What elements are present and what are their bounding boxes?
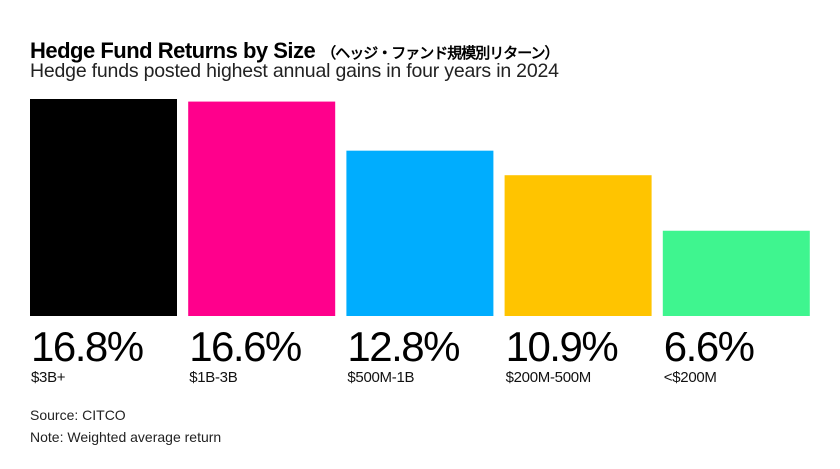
chart-subtitle: Hedge funds posted highest annual gains … xyxy=(30,60,559,82)
category-label-3: $200M-500M xyxy=(505,369,592,386)
source-note: Source: CITCO xyxy=(30,407,126,423)
value-label-3: 10.9% xyxy=(505,323,619,370)
bar-3 xyxy=(504,175,652,316)
category-label-2: $500M-1B xyxy=(347,369,415,386)
title-english: Hedge Fund Returns by Size xyxy=(30,38,316,63)
footnote: Note: Weighted average return xyxy=(30,429,222,445)
category-label-1: $1B-3B xyxy=(189,369,238,386)
title-japanese: （ヘッジ・ファンド規模別リターン） xyxy=(321,44,559,62)
chart-title: Hedge Fund Returns by Size （ヘッジ・ファンド規模別リタ… xyxy=(30,38,560,64)
bar-1 xyxy=(188,101,336,316)
value-label-0: 16.8% xyxy=(31,323,144,370)
value-label-4: 6.6% xyxy=(663,323,755,370)
value-label-2: 12.8% xyxy=(347,323,460,370)
bar-0 xyxy=(30,99,177,316)
value-label-1: 16.6% xyxy=(189,323,302,370)
bar-4 xyxy=(662,230,810,316)
category-label-0: $3B+ xyxy=(31,369,66,386)
category-label-4: <$200M xyxy=(663,369,717,386)
bar-2 xyxy=(346,150,494,316)
